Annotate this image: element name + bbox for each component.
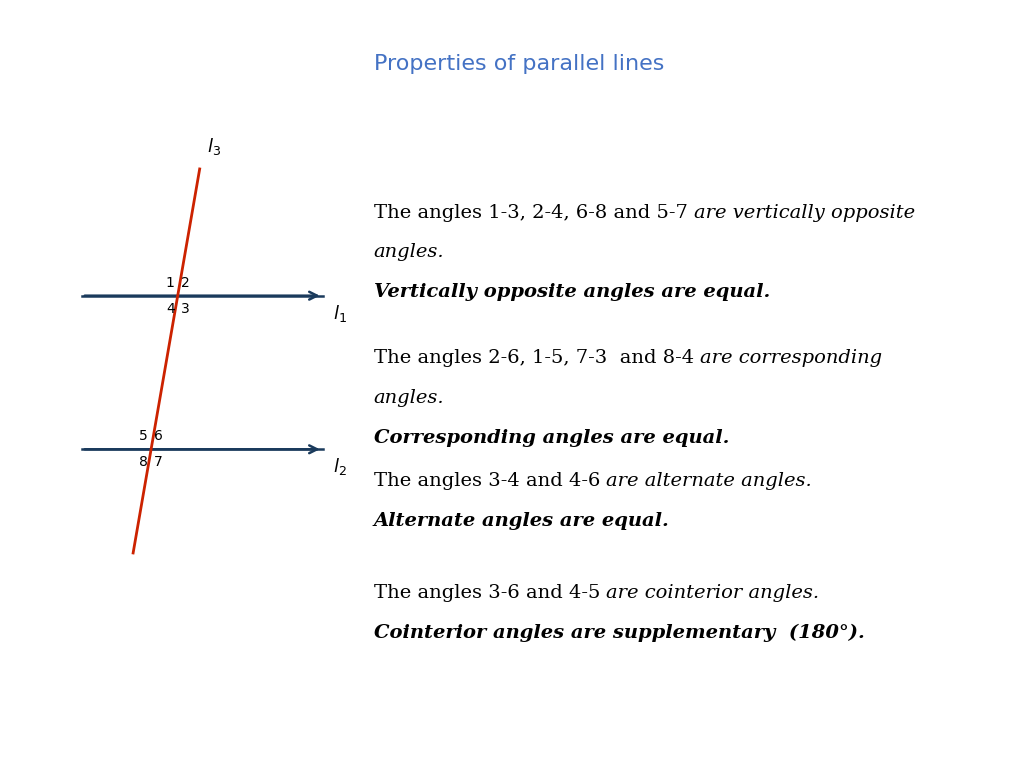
Text: 7: 7: [155, 455, 163, 469]
Text: Properties of parallel lines: Properties of parallel lines: [374, 54, 665, 74]
Text: 2: 2: [181, 276, 189, 290]
Text: 1: 1: [166, 276, 175, 290]
Text: are vertically opposite: are vertically opposite: [694, 204, 915, 221]
Text: The angles 1-3, 2-4, 6-8 and 5-7: The angles 1-3, 2-4, 6-8 and 5-7: [374, 204, 694, 221]
Text: are corresponding: are corresponding: [700, 349, 883, 367]
Text: The angles 2-6, 1-5, 7-3  and 8-4: The angles 2-6, 1-5, 7-3 and 8-4: [374, 349, 700, 367]
Text: Vertically opposite angles are equal.: Vertically opposite angles are equal.: [374, 283, 770, 301]
Text: 3: 3: [181, 302, 189, 316]
Text: angles.: angles.: [374, 243, 444, 261]
Text: Alternate angles are equal.: Alternate angles are equal.: [374, 512, 670, 530]
Text: Cointerior angles are supplementary  (180°).: Cointerior angles are supplementary (180…: [374, 624, 864, 642]
Text: are cointerior angles.: are cointerior angles.: [606, 584, 819, 601]
Text: The angles 3-4 and 4-6: The angles 3-4 and 4-6: [374, 472, 606, 490]
Text: 6: 6: [155, 429, 163, 443]
Text: Corresponding angles are equal.: Corresponding angles are equal.: [374, 429, 729, 447]
Text: angles.: angles.: [374, 389, 444, 407]
Text: are alternate angles.: are alternate angles.: [606, 472, 812, 490]
Text: The angles 3-6 and 4-5: The angles 3-6 and 4-5: [374, 584, 606, 601]
Text: $l_2$: $l_2$: [333, 456, 346, 478]
Text: 5: 5: [139, 429, 148, 443]
Text: $l_3$: $l_3$: [207, 137, 221, 157]
Text: $l_1$: $l_1$: [333, 303, 347, 324]
Text: 8: 8: [139, 455, 148, 469]
Text: 4: 4: [166, 302, 175, 316]
